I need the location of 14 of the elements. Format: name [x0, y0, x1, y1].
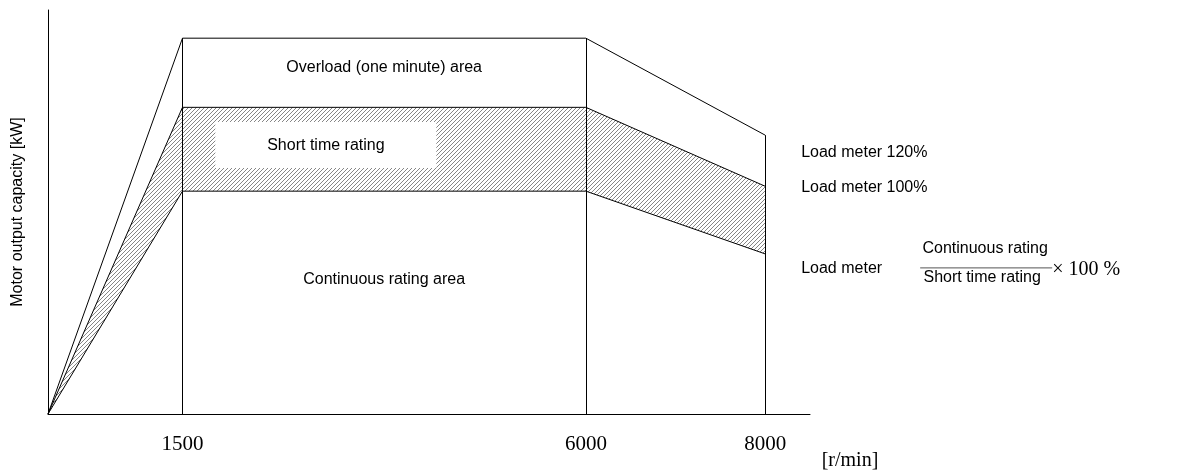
- text: × 100 %: [1052, 256, 1121, 279]
- annotation: Load meter: [801, 259, 883, 277]
- x-tick-label: 1500: [161, 430, 204, 455]
- annotation: Load meter 120%: [801, 142, 928, 160]
- annotation: Continuous rating area: [303, 270, 466, 288]
- annotation: Overload (one minute) area: [286, 57, 483, 75]
- text: Short time rating: [923, 268, 1041, 286]
- label-box: Short time rating: [215, 122, 437, 169]
- annotation: Load meter 100%: [801, 177, 928, 195]
- x-tick-label: 8000: [744, 430, 787, 455]
- text: Continuous rating: [922, 239, 1048, 257]
- x-tick-label: 6000: [564, 430, 607, 455]
- x-axis-title: [r/min]: [821, 448, 879, 470]
- y-axis-title: Motor output capacity [kW]: [7, 117, 25, 307]
